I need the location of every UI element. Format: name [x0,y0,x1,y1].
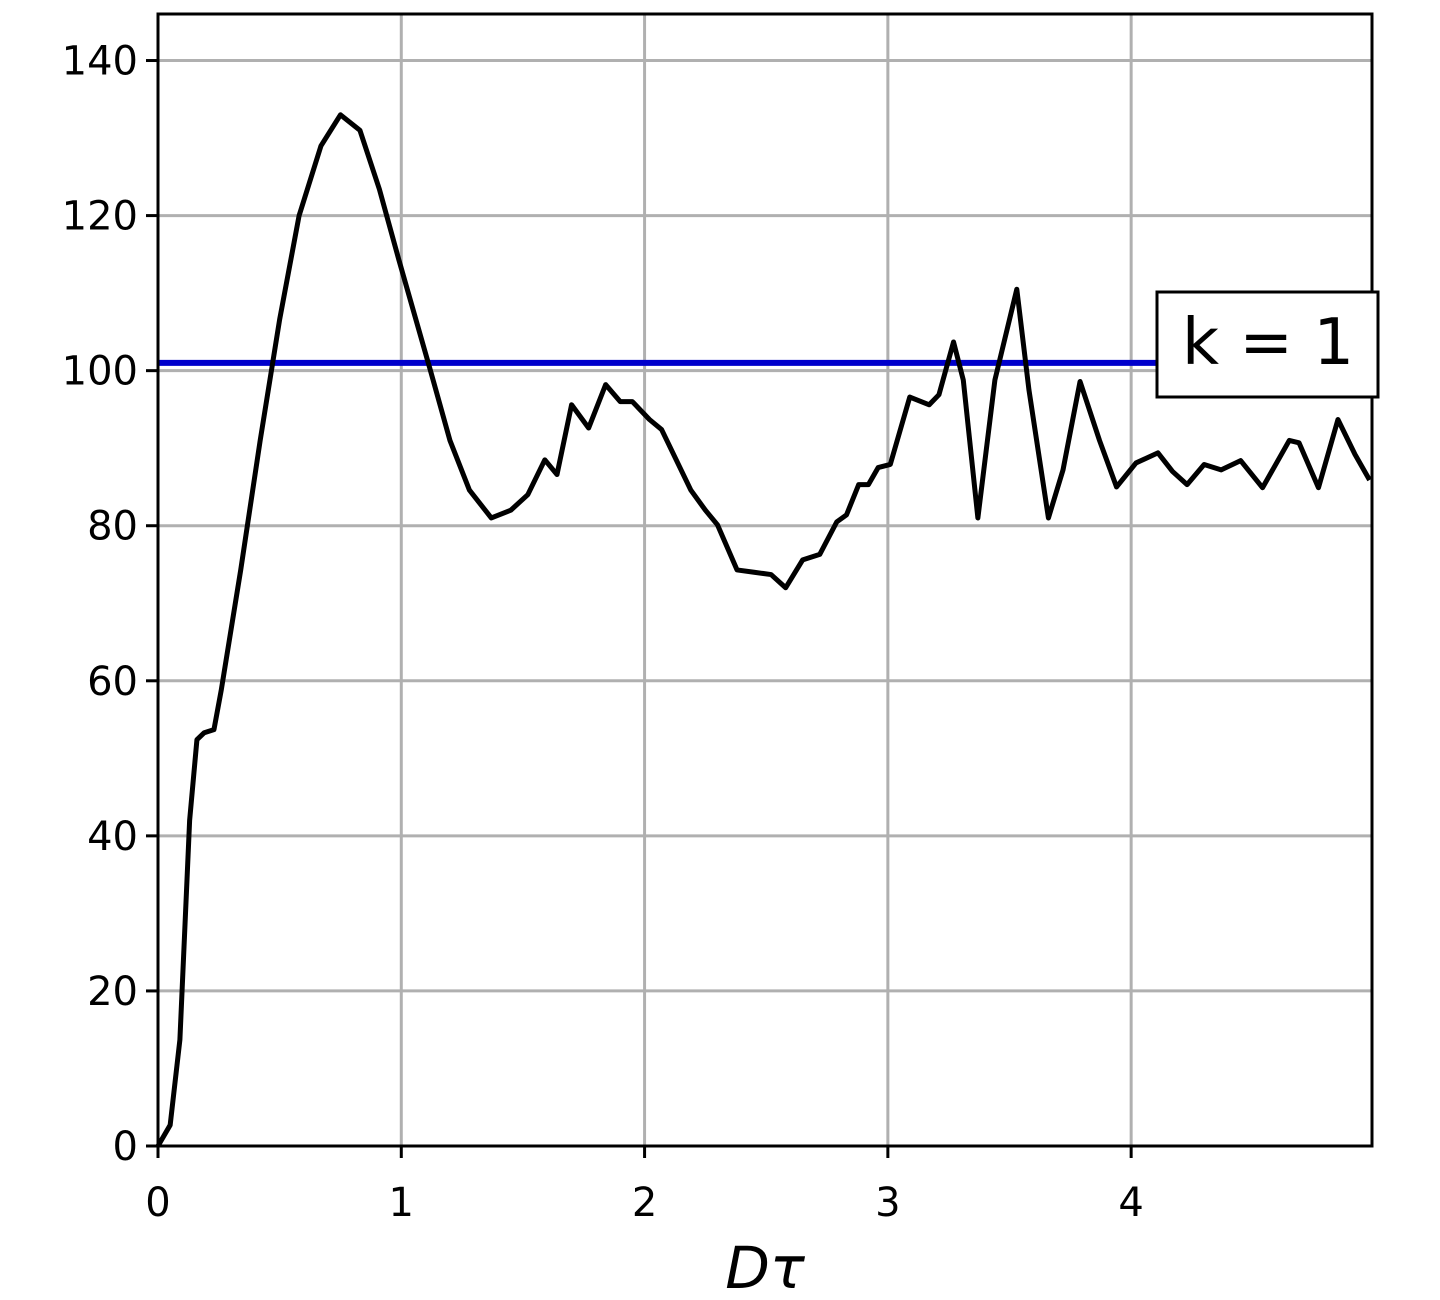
annotation: k = 1 [1182,306,1354,380]
plot-frame [156,12,1374,1148]
x-tick-label: 4 [1118,1180,1143,1226]
y-tick-label: 40 [87,814,138,860]
y-tick-label: 60 [87,659,138,705]
annotation-box [1155,290,1380,399]
y-tick-label: 140 [62,39,138,85]
x-tick-label: 0 [145,1180,170,1226]
y-tick-label: 20 [87,969,138,1015]
x-tick-label: 2 [632,1180,657,1226]
y-tick-label: 120 [62,194,138,240]
x-axis-label: Dτ [725,1234,806,1300]
data-line [155,112,1372,1148]
x-tick-label: 1 [389,1180,414,1226]
x-tick-label: 3 [875,1180,900,1226]
y-tick-label: 100 [62,349,138,395]
y-tick-label: 0 [113,1124,138,1170]
y-tick-label: 80 [87,504,138,550]
